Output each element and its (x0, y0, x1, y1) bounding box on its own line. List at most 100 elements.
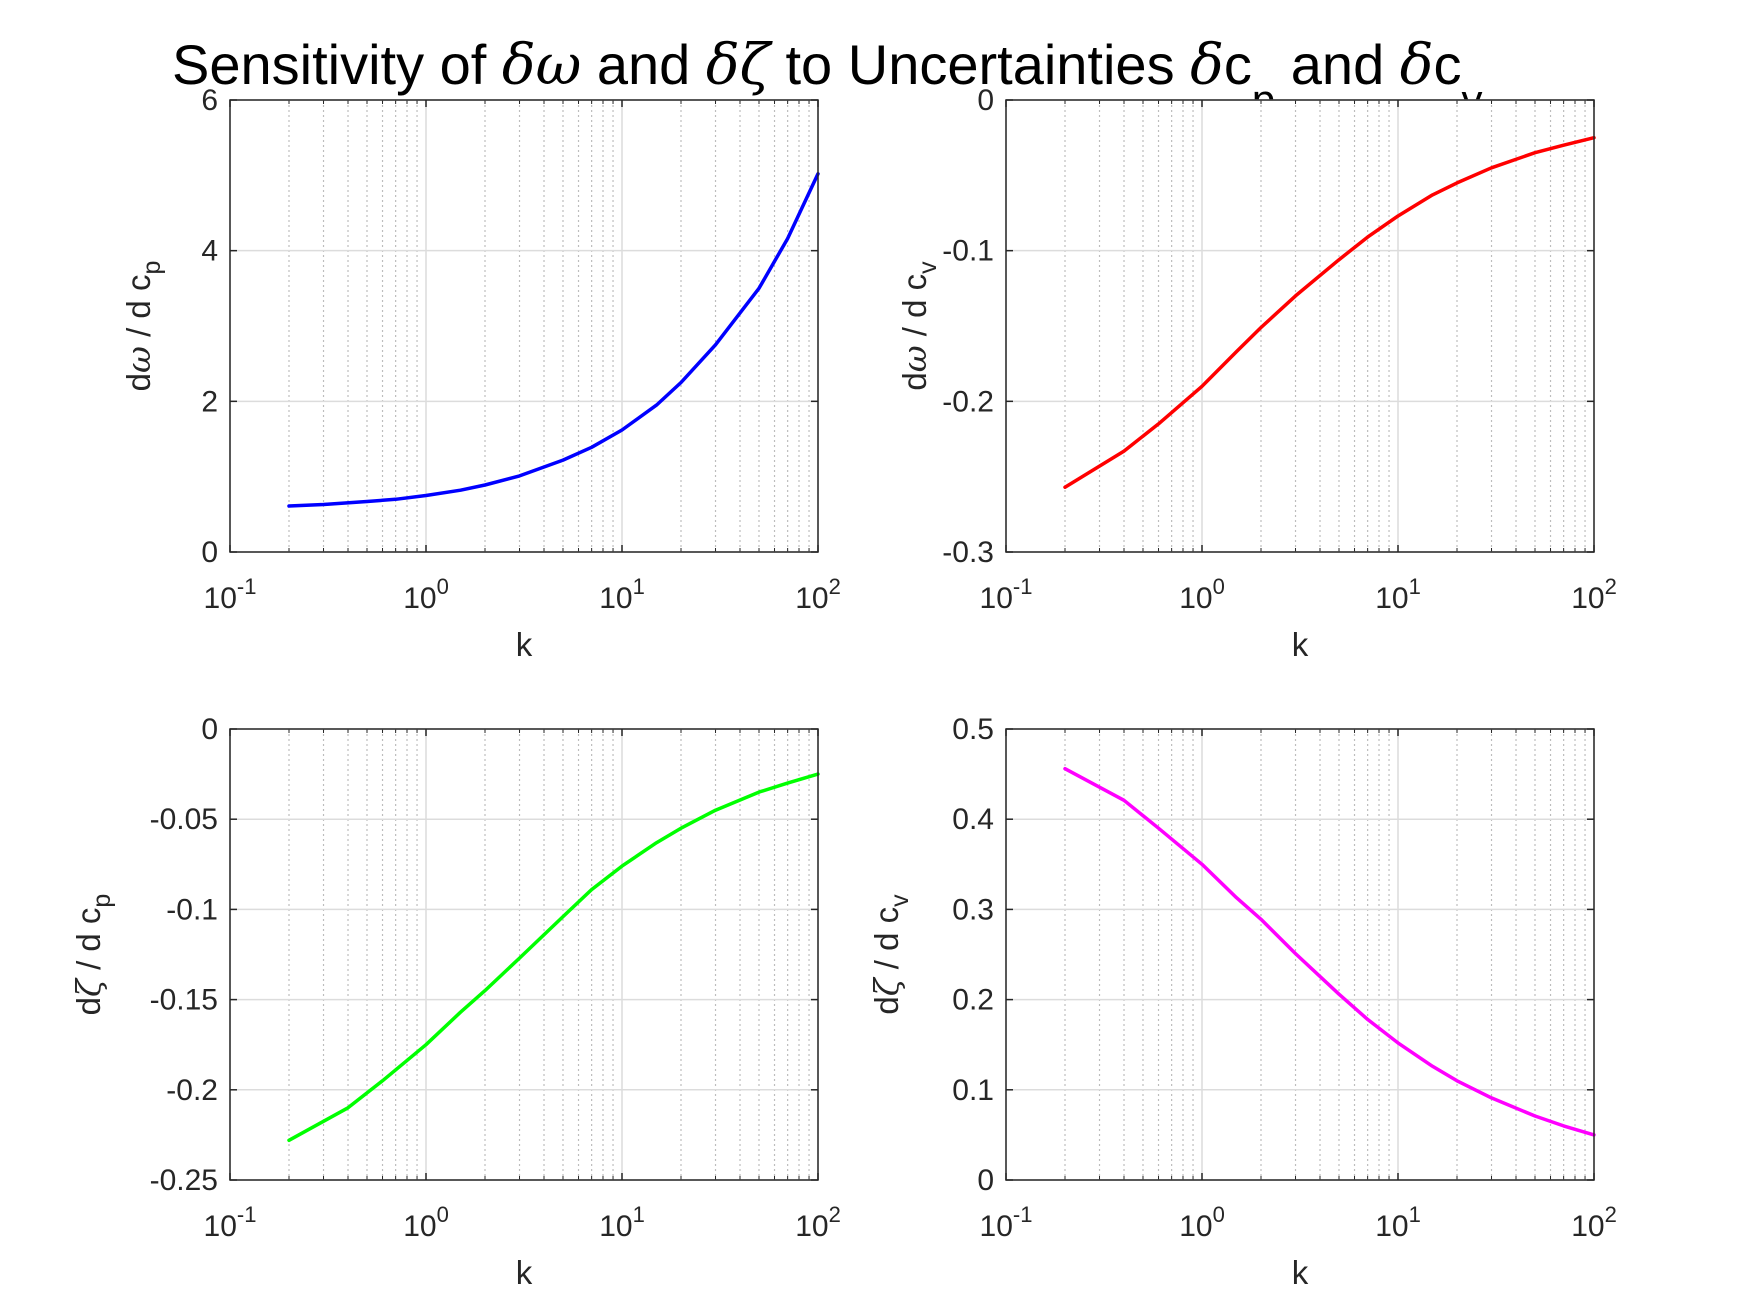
x-tick-exponent: -1 (1013, 574, 1033, 599)
x-tick-base: 10 (599, 582, 632, 615)
y-tick-label: 0.1 (952, 1074, 994, 1107)
y-label-part: d (70, 997, 107, 1015)
x-tick-base: 10 (1179, 1210, 1212, 1243)
y-label-part: d (868, 996, 905, 1014)
y-tick-label: 4 (201, 235, 218, 268)
x-tick-base: 10 (980, 1210, 1013, 1243)
title-part: c (1224, 33, 1252, 96)
x-tick-base: 10 (795, 1210, 828, 1243)
y-tick-label: 0.3 (952, 893, 994, 926)
x-tick-exponent: 0 (437, 1202, 449, 1227)
plot-area (1006, 729, 1594, 1180)
y-tick-label: 2 (201, 385, 218, 418)
x-tick-exponent: 1 (633, 1202, 645, 1227)
y-tick-label: -0.2 (942, 385, 994, 418)
plot-area (230, 100, 818, 552)
x-tick-exponent: 2 (829, 1202, 841, 1227)
axes-box (1005, 728, 1595, 1181)
y-tick-label: 6 (201, 84, 218, 117)
x-tick-label: 101 (1375, 1202, 1421, 1243)
x-tick-exponent: -1 (1013, 1202, 1033, 1227)
x-tick-exponent: 2 (1605, 574, 1617, 599)
y-tick-label: 0.4 (952, 803, 994, 836)
y-tick-label: -0.1 (942, 235, 994, 268)
x-tick-base: 10 (795, 582, 828, 615)
title-part: δ (1400, 33, 1434, 98)
x-tick-label: 100 (1179, 574, 1225, 615)
x-tick-label: 100 (403, 574, 449, 615)
y-label-greek: ζ (69, 977, 108, 997)
x-tick-exponent: 0 (1213, 574, 1225, 599)
axes-box (229, 99, 819, 553)
plot-area (1006, 100, 1594, 552)
x-tick-base: 10 (1375, 582, 1408, 615)
x-tick-base: 10 (1375, 1210, 1408, 1243)
y-tick-label: -0.3 (942, 536, 994, 569)
y-label-part: / d c (896, 274, 933, 346)
y-tick-label: 0 (201, 536, 218, 569)
series-line (1063, 135, 1596, 489)
title-part: to Uncertainties (770, 33, 1190, 96)
x-axis-label: k (516, 626, 533, 663)
x-tick-exponent: 1 (1409, 574, 1421, 599)
x-tick-base: 10 (1571, 582, 1604, 615)
x-tick-exponent: 1 (1409, 1202, 1421, 1227)
y-tick-label: -0.15 (150, 984, 218, 1017)
y-label-part: d (120, 373, 157, 391)
title-part: δ (1190, 33, 1224, 98)
y-axis-label: dζ / d cv (867, 894, 914, 1015)
series-line (287, 172, 820, 508)
y-label-greek: ω (895, 345, 934, 372)
y-tick-label: 0 (977, 1164, 994, 1197)
y-tick-label: 0.5 (952, 713, 994, 746)
y-axis-label: dω / d cp (119, 261, 166, 392)
title-part: δζ (706, 33, 774, 98)
y-tick-label: 0 (977, 84, 994, 117)
x-tick-exponent: 2 (829, 574, 841, 599)
y-label-subscript: v (886, 894, 914, 907)
series-line (1063, 766, 1596, 1137)
title-part: Sensitivity of (172, 33, 502, 96)
series-line (287, 772, 820, 1143)
x-tick-base: 10 (599, 1210, 632, 1243)
y-label-subscript: p (138, 261, 166, 275)
axes-box (229, 728, 819, 1181)
y-tick-label: -0.05 (150, 803, 218, 836)
title-part: and (1275, 33, 1400, 96)
x-tick-label: 10-1 (980, 574, 1033, 615)
x-tick-label: 102 (795, 574, 841, 615)
x-tick-exponent: 1 (633, 574, 645, 599)
y-label-part: / d c (868, 907, 905, 979)
x-tick-exponent: -1 (237, 574, 257, 599)
x-tick-label: 10-1 (204, 1202, 257, 1243)
x-tick-base: 10 (1571, 1210, 1604, 1243)
x-tick-label: 102 (795, 1202, 841, 1243)
x-tick-exponent: 2 (1605, 1202, 1617, 1227)
title-part: c (1434, 33, 1462, 96)
y-axis-label: dω / d cv (895, 261, 942, 391)
y-label-greek: ζ (867, 976, 906, 996)
x-tick-label: 10-1 (980, 1202, 1033, 1243)
title-part: δω (502, 33, 581, 98)
x-tick-base: 10 (204, 582, 237, 615)
y-label-greek: ω (119, 346, 158, 373)
y-label-part: d (896, 372, 933, 390)
y-label-subscript: v (914, 261, 942, 274)
x-axis-label: k (1292, 626, 1309, 663)
y-tick-label: 0 (201, 713, 218, 746)
x-tick-label: 100 (1179, 1202, 1225, 1243)
x-tick-exponent: 0 (437, 574, 449, 599)
y-tick-label: -0.1 (166, 893, 218, 926)
x-axis-label: k (1292, 1254, 1309, 1291)
axes-box (1005, 99, 1595, 553)
y-tick-label: -0.25 (150, 1164, 218, 1197)
title-part: and (581, 33, 706, 96)
x-tick-label: 102 (1571, 574, 1617, 615)
x-tick-label: 100 (403, 1202, 449, 1243)
x-tick-label: 101 (599, 1202, 645, 1243)
